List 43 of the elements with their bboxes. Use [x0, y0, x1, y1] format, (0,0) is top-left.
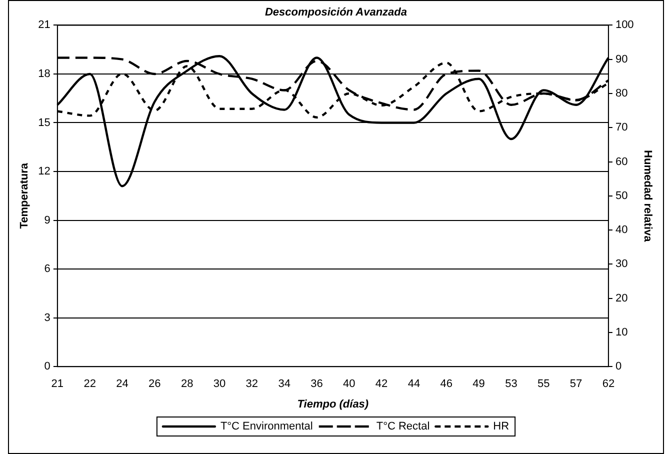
x-tick-label: 55: [537, 378, 550, 390]
y2-tick-label: 80: [615, 88, 628, 100]
y2-tick-label: 40: [615, 224, 628, 236]
y-tick-label: 0: [44, 360, 50, 373]
x-tick-label: 24: [116, 378, 128, 390]
x-tick-label: 28: [180, 378, 194, 390]
x-tick-label: 40: [343, 378, 356, 390]
y2-tick-label: 0: [615, 360, 622, 373]
y-tick-label: 21: [38, 19, 50, 32]
y2-tick-label: 60: [615, 156, 628, 168]
y-axis-title: Temperatura: [18, 162, 31, 229]
y2-tick-label: 50: [615, 190, 628, 202]
x-tick-label: 42: [375, 378, 388, 390]
x-tick-label: 44: [408, 378, 420, 390]
legend-label: T°C Rectal: [376, 420, 430, 433]
x-tick-label: 53: [505, 378, 518, 390]
x-tick-label: 57: [570, 378, 582, 390]
x-tick-label: 32: [246, 378, 258, 390]
y-tick-label: 6: [44, 263, 50, 276]
legend-label: HR: [493, 420, 510, 433]
y2-axis-title: Humedad relativa: [641, 150, 654, 243]
x-tick-label: 26: [148, 378, 161, 390]
y-tick-label: 3: [44, 312, 50, 324]
y-tick-label: 12: [38, 166, 50, 178]
y2-tick-label: 10: [615, 326, 628, 338]
x-axis-title: Tiempo (días): [297, 398, 369, 410]
y2-tick-label: 90: [615, 53, 628, 66]
y2-tick-label: 100: [615, 19, 634, 32]
y2-tick-label: 20: [615, 292, 628, 304]
x-tick-label: 46: [440, 378, 453, 390]
x-tick-label: 30: [213, 378, 226, 390]
x-tick-label: 36: [310, 378, 323, 390]
legend-label: T°C Environmental: [220, 420, 313, 433]
chart-title: Descomposición Avanzada: [264, 6, 408, 19]
y2-tick-label: 30: [615, 258, 628, 270]
x-tick-label: 34: [278, 378, 290, 390]
x-tick-label: 62: [602, 378, 615, 390]
y-tick-label: 18: [38, 68, 50, 80]
x-tick-label: 49: [472, 378, 485, 390]
y2-tick-label: 70: [615, 122, 628, 134]
y-tick-label: 15: [38, 116, 50, 129]
x-tick-label: 22: [84, 378, 96, 390]
y-tick-label: 9: [44, 214, 50, 226]
